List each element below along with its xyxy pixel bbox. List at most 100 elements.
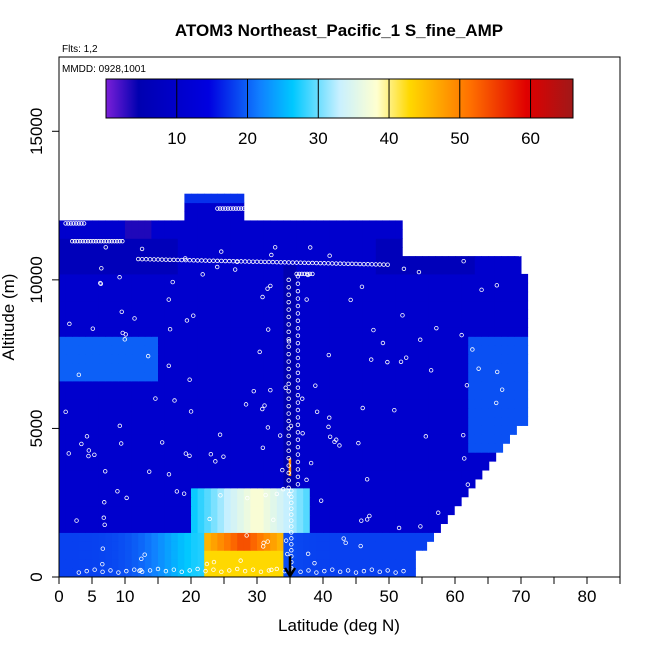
heatmap-cell bbox=[237, 282, 245, 293]
track-point bbox=[285, 551, 290, 557]
heatmap-cell bbox=[303, 523, 311, 533]
track-point bbox=[288, 423, 294, 429]
heatmap-cell bbox=[283, 505, 291, 516]
heatmap-cell bbox=[184, 193, 192, 204]
track-point bbox=[271, 517, 276, 523]
track-point bbox=[371, 327, 376, 333]
heatmap-cell bbox=[336, 523, 344, 533]
heatmap-cell bbox=[303, 398, 311, 409]
heatmap-cell bbox=[316, 461, 324, 471]
heatmap-cell bbox=[422, 407, 430, 418]
heatmap-cell bbox=[389, 523, 397, 533]
heatmap-cell bbox=[323, 354, 331, 364]
heatmap-cell bbox=[441, 363, 449, 373]
heatmap-cell bbox=[389, 309, 397, 319]
heatmap-cell bbox=[494, 354, 502, 364]
heatmap-cell bbox=[316, 309, 324, 319]
heatmap-cell bbox=[131, 559, 139, 569]
heatmap-cell bbox=[435, 389, 443, 400]
heatmap-cell bbox=[474, 389, 482, 400]
heatmap-cell bbox=[356, 229, 364, 239]
heatmap-cell bbox=[514, 354, 522, 364]
heatmap-cell bbox=[92, 532, 100, 542]
heatmap-cell bbox=[164, 265, 172, 275]
heatmap-cell bbox=[105, 452, 113, 462]
heatmap-cell bbox=[230, 389, 238, 400]
heatmap-cell bbox=[184, 363, 192, 373]
heatmap-cell bbox=[65, 541, 73, 551]
heatmap-cell bbox=[448, 380, 456, 391]
heatmap-cell bbox=[270, 416, 278, 426]
heatmap-cell bbox=[151, 363, 159, 373]
heatmap-cell bbox=[237, 309, 245, 319]
heatmap-cell bbox=[303, 425, 311, 435]
heatmap-cell bbox=[329, 318, 337, 328]
heatmap-cell bbox=[428, 300, 436, 311]
track-point bbox=[79, 441, 84, 447]
track-point bbox=[286, 299, 291, 305]
x-tick-label: 40 bbox=[314, 587, 333, 606]
track-point bbox=[243, 402, 249, 407]
heatmap-cell bbox=[243, 389, 251, 400]
heatmap-cell bbox=[488, 389, 496, 400]
heatmap-cell bbox=[243, 505, 251, 516]
heatmap-cell bbox=[435, 407, 443, 418]
track-point bbox=[493, 249, 499, 255]
track-point bbox=[266, 568, 272, 573]
heatmap-cell bbox=[290, 291, 298, 302]
track-point bbox=[241, 206, 246, 211]
heatmap-cell bbox=[356, 318, 364, 328]
heatmap-cell bbox=[309, 398, 317, 409]
track-point bbox=[364, 517, 370, 522]
track-point bbox=[213, 459, 218, 464]
heatmap-cell bbox=[237, 550, 245, 560]
heatmap-cell bbox=[389, 300, 397, 311]
heatmap-cell bbox=[362, 354, 370, 364]
heatmap-cell bbox=[230, 256, 238, 266]
heatmap-cell bbox=[230, 273, 238, 284]
date-label: MMDD: 0928,1001 bbox=[62, 64, 146, 75]
heatmap-cell bbox=[514, 416, 522, 426]
heatmap-cell bbox=[151, 514, 159, 525]
heatmap-cell bbox=[111, 345, 119, 355]
track-point bbox=[236, 206, 241, 211]
heatmap-cell bbox=[105, 265, 113, 275]
heatmap-cell bbox=[336, 265, 344, 275]
track-point bbox=[69, 239, 75, 244]
heatmap-cell bbox=[138, 568, 146, 578]
heatmap-cell bbox=[224, 541, 232, 551]
heatmap-cell bbox=[224, 416, 232, 426]
heatmap-cell bbox=[468, 398, 476, 409]
track-point bbox=[218, 493, 223, 498]
heatmap-cell bbox=[356, 434, 364, 444]
heatmap-cell bbox=[243, 416, 251, 426]
heatmap-cell bbox=[151, 300, 159, 311]
heatmap-cell bbox=[382, 425, 390, 435]
heatmap-cell bbox=[125, 300, 133, 311]
heatmap-cell bbox=[217, 541, 225, 551]
heatmap-cell bbox=[197, 487, 205, 498]
heatmap-cell bbox=[342, 363, 350, 373]
heatmap-cell bbox=[290, 487, 298, 498]
heatmap-cell bbox=[329, 443, 337, 453]
heatmap-cell bbox=[118, 380, 126, 391]
heatmap-cell bbox=[217, 523, 225, 533]
track-point bbox=[295, 355, 301, 361]
heatmap-cell bbox=[243, 238, 251, 248]
track-point bbox=[295, 415, 301, 420]
heatmap-cell bbox=[296, 425, 304, 435]
heatmap-cell bbox=[171, 229, 179, 239]
heatmap-cell bbox=[309, 416, 317, 426]
track-point bbox=[286, 470, 291, 476]
heatmap-cell bbox=[296, 380, 304, 391]
heatmap-cell bbox=[369, 363, 377, 373]
heatmap-cell bbox=[395, 461, 403, 471]
heatmap-cell bbox=[415, 487, 423, 498]
heatmap-cell bbox=[125, 273, 133, 284]
heatmap-cell bbox=[92, 425, 100, 435]
heatmap-cell bbox=[217, 363, 225, 373]
heatmap-cell bbox=[382, 398, 390, 409]
heatmap-cell bbox=[65, 434, 73, 444]
heatmap-cell bbox=[362, 363, 370, 373]
heatmap-cell bbox=[191, 550, 199, 560]
